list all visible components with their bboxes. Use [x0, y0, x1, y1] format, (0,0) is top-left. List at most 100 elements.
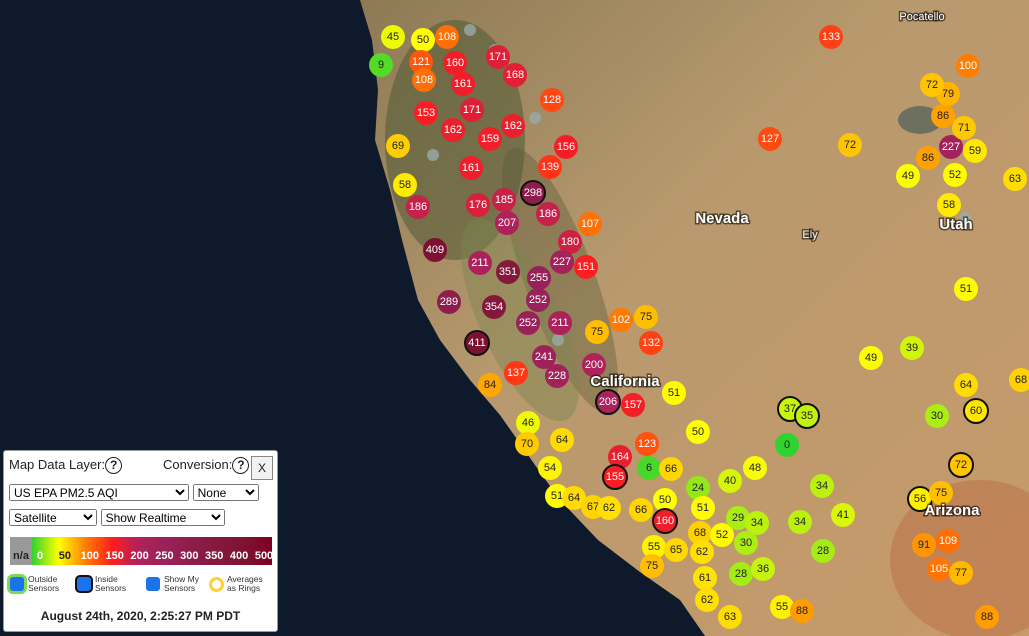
sensor-dot[interactable]	[540, 88, 564, 112]
sensor[interactable]: 72	[948, 452, 974, 478]
mode-select[interactable]: Show Realtime	[100, 509, 225, 526]
sensor[interactable]: 50	[411, 28, 435, 52]
sensor-dot[interactable]	[937, 193, 961, 217]
sensor[interactable]: 298	[520, 180, 546, 206]
sensor[interactable]: 55	[642, 535, 666, 559]
sensor[interactable]: 50	[686, 420, 710, 444]
sensor[interactable]: 49	[896, 164, 920, 188]
sensor[interactable]: 34	[810, 474, 834, 498]
sensor-dot[interactable]	[495, 211, 519, 235]
sensor[interactable]: 28	[811, 539, 835, 563]
sensor[interactable]: 51	[662, 381, 686, 405]
sensor-dot[interactable]	[409, 50, 433, 74]
sensor[interactable]: 48	[743, 456, 767, 480]
sensor[interactable]: 72	[920, 73, 944, 97]
sensor[interactable]: 39	[900, 336, 924, 360]
sensor-dot[interactable]	[831, 503, 855, 527]
sensor-dot[interactable]	[526, 288, 550, 312]
sensor-dot[interactable]	[574, 255, 598, 279]
sensor-dot[interactable]	[411, 28, 435, 52]
sensor[interactable]: 34	[788, 510, 812, 534]
sensor[interactable]: 62	[695, 588, 719, 612]
sensor[interactable]: 186	[536, 202, 560, 226]
sensor-dot[interactable]	[585, 320, 609, 344]
sensor-dot[interactable]	[459, 156, 483, 180]
sensor[interactable]: 228	[545, 364, 569, 388]
sensor-dot[interactable]	[810, 474, 834, 498]
sensor-dot[interactable]	[718, 605, 742, 629]
sensor[interactable]: 56	[907, 486, 933, 512]
sensor[interactable]: 206	[595, 389, 621, 415]
sensor-dot[interactable]	[496, 260, 520, 284]
sensor-dot[interactable]	[640, 554, 664, 578]
sensor-dot[interactable]	[464, 330, 490, 356]
sensor-na[interactable]	[959, 212, 971, 224]
sensor-dot[interactable]	[412, 68, 436, 92]
sensor[interactable]: 200	[582, 353, 606, 377]
sensor[interactable]: 227	[550, 250, 574, 274]
sensor-dot[interactable]	[536, 202, 560, 226]
sensor-dot[interactable]	[927, 557, 951, 581]
sensor-dot[interactable]	[758, 127, 782, 151]
sensor[interactable]: 252	[516, 311, 540, 335]
sensor-dot[interactable]	[516, 311, 540, 335]
sensor[interactable]: 159	[478, 127, 502, 151]
sensor-dot[interactable]	[414, 101, 438, 125]
sensor-dot[interactable]	[691, 496, 715, 520]
checkbox-box[interactable]	[209, 577, 224, 592]
sensor[interactable]: 29	[726, 506, 750, 530]
sensor-dot[interactable]	[912, 533, 936, 557]
sensor[interactable]: 6	[637, 456, 661, 480]
sensor-na[interactable]	[464, 24, 476, 36]
sensor[interactable]: 24	[686, 476, 710, 500]
sensor-dot[interactable]	[664, 538, 688, 562]
sensor-dot[interactable]	[963, 398, 989, 424]
sensor-dot[interactable]	[441, 118, 465, 142]
sensor-dot[interactable]	[859, 346, 883, 370]
sensor[interactable]: 63	[718, 605, 742, 629]
checkbox-box[interactable]	[146, 577, 160, 591]
sensor-dot[interactable]	[520, 180, 546, 206]
sensor-dot[interactable]	[695, 588, 719, 612]
sensor[interactable]: 185	[492, 188, 516, 212]
sensor[interactable]: 180	[558, 230, 582, 254]
sensor-dot[interactable]	[956, 54, 980, 78]
sensor-dot[interactable]	[608, 445, 632, 469]
sensor-dot[interactable]	[527, 266, 551, 290]
sensor[interactable]: 127	[758, 127, 782, 151]
sensor-dot[interactable]	[554, 135, 578, 159]
sensor[interactable]: 164	[608, 445, 632, 469]
sensor[interactable]: 411	[464, 330, 490, 356]
sensor-dot[interactable]	[451, 72, 475, 96]
sensor[interactable]: 55	[770, 595, 794, 619]
sensor-dot[interactable]	[743, 456, 767, 480]
sensor[interactable]: 84	[478, 373, 502, 397]
sensor[interactable]: 161	[451, 72, 475, 96]
sensor[interactable]: 351	[496, 260, 520, 284]
sensor[interactable]: 9	[369, 53, 393, 77]
sensor[interactable]: 77	[949, 561, 973, 585]
sensor[interactable]: 207	[495, 211, 519, 235]
help-button[interactable]: ?	[232, 457, 250, 475]
sensor-dot[interactable]	[688, 521, 712, 545]
sensor-dot[interactable]	[775, 433, 799, 457]
sensor[interactable]: 176	[466, 193, 490, 217]
sensor[interactable]: 252	[526, 288, 550, 312]
sensor[interactable]: 50	[653, 488, 677, 512]
sensor[interactable]: 66	[629, 498, 653, 522]
sensor-dot[interactable]	[954, 373, 978, 397]
sensor-dot[interactable]	[478, 373, 502, 397]
sensor-dot[interactable]	[788, 510, 812, 534]
sensor-dot[interactable]	[381, 25, 405, 49]
sensor-dot[interactable]	[423, 238, 447, 262]
sensor[interactable]: 51	[691, 496, 715, 520]
sensor-dot[interactable]	[642, 535, 666, 559]
sensor-dot[interactable]	[538, 456, 562, 480]
sensor-dot[interactable]	[437, 290, 461, 314]
sensor[interactable]: 30	[925, 404, 949, 428]
sensor[interactable]: 160	[443, 51, 467, 75]
sensor[interactable]: 70	[515, 432, 539, 456]
sensor[interactable]: 162	[501, 114, 525, 138]
sensor[interactable]: 227	[939, 135, 963, 159]
sensor[interactable]: 68	[688, 521, 712, 545]
